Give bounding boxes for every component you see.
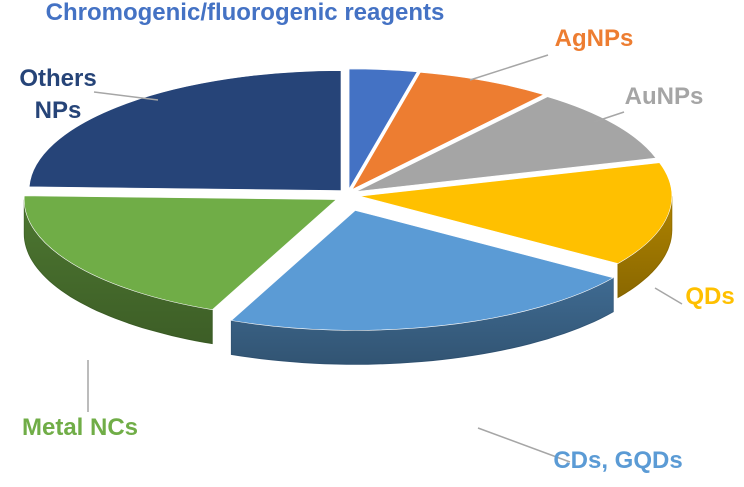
leader-line-others-nps — [93, 91, 159, 101]
label-qds: QDs — [685, 283, 734, 310]
pie-top-faces — [23, 68, 673, 331]
leader-lines — [87, 54, 683, 463]
slice-metal-ncs — [23, 195, 337, 311]
slice-side-shade-cds-gqds — [231, 277, 614, 365]
slice-others-nps — [28, 70, 342, 191]
slice-agnps — [351, 71, 545, 191]
slice-aunps — [356, 96, 657, 192]
leader-line-agnps — [469, 54, 549, 81]
label-chromogenic-fluorogenic-reagents: Chromogenic/fluorogenic reagents — [46, 0, 445, 26]
label-metal-ncs: Metal NCs — [22, 414, 138, 441]
leader-line-cds-gqds — [477, 427, 571, 463]
label-others-nps: Others NPs — [19, 65, 96, 124]
label-aunps: AuNPs — [625, 83, 704, 110]
label-agnps: AgNPs — [555, 25, 634, 52]
slice-labels: Chromogenic/fluorogenic reagents AgNPs AuN… — [19, 0, 734, 474]
leader-line-qds — [654, 287, 683, 305]
slice-side-shade-qds — [617, 196, 672, 298]
slice-side-shade-metal-ncs — [24, 199, 213, 344]
leader-line-aunps — [593, 111, 625, 123]
label-cds-gqds: CDs, GQDs — [553, 447, 682, 474]
slice-qds — [359, 162, 673, 264]
slice-cds-gqds — [230, 210, 615, 331]
slice-chromogenic-fluorogenic-reagents — [348, 68, 418, 191]
